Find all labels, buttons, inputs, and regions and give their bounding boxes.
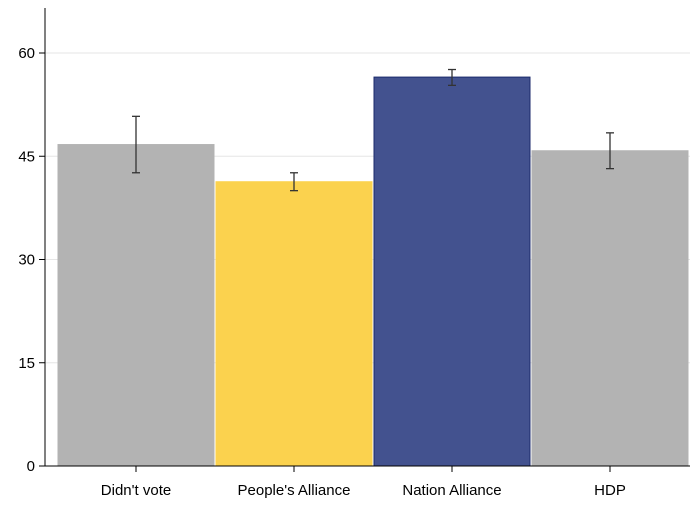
bar — [57, 144, 215, 467]
y-tick-label: 0 — [27, 458, 35, 475]
x-tick-label: HDP — [594, 482, 626, 499]
y-tick-label: 60 — [18, 45, 35, 62]
bar — [373, 76, 531, 467]
y-tick-label: 30 — [18, 252, 35, 269]
y-tick-label: 15 — [18, 355, 35, 372]
error-bars — [132, 68, 614, 192]
axes: 0 15 30 45 60 Didn't vote People's Alliance Nat… — [18, 8, 690, 499]
x-tick-label: Nation Alliance — [402, 482, 501, 499]
x-tick-label: People's Alliance — [238, 482, 351, 499]
bars — [57, 76, 689, 467]
y-tick-label: 45 — [18, 148, 35, 165]
x-tick-label: Didn't vote — [101, 482, 171, 499]
bar — [215, 181, 373, 467]
bar — [531, 150, 689, 467]
